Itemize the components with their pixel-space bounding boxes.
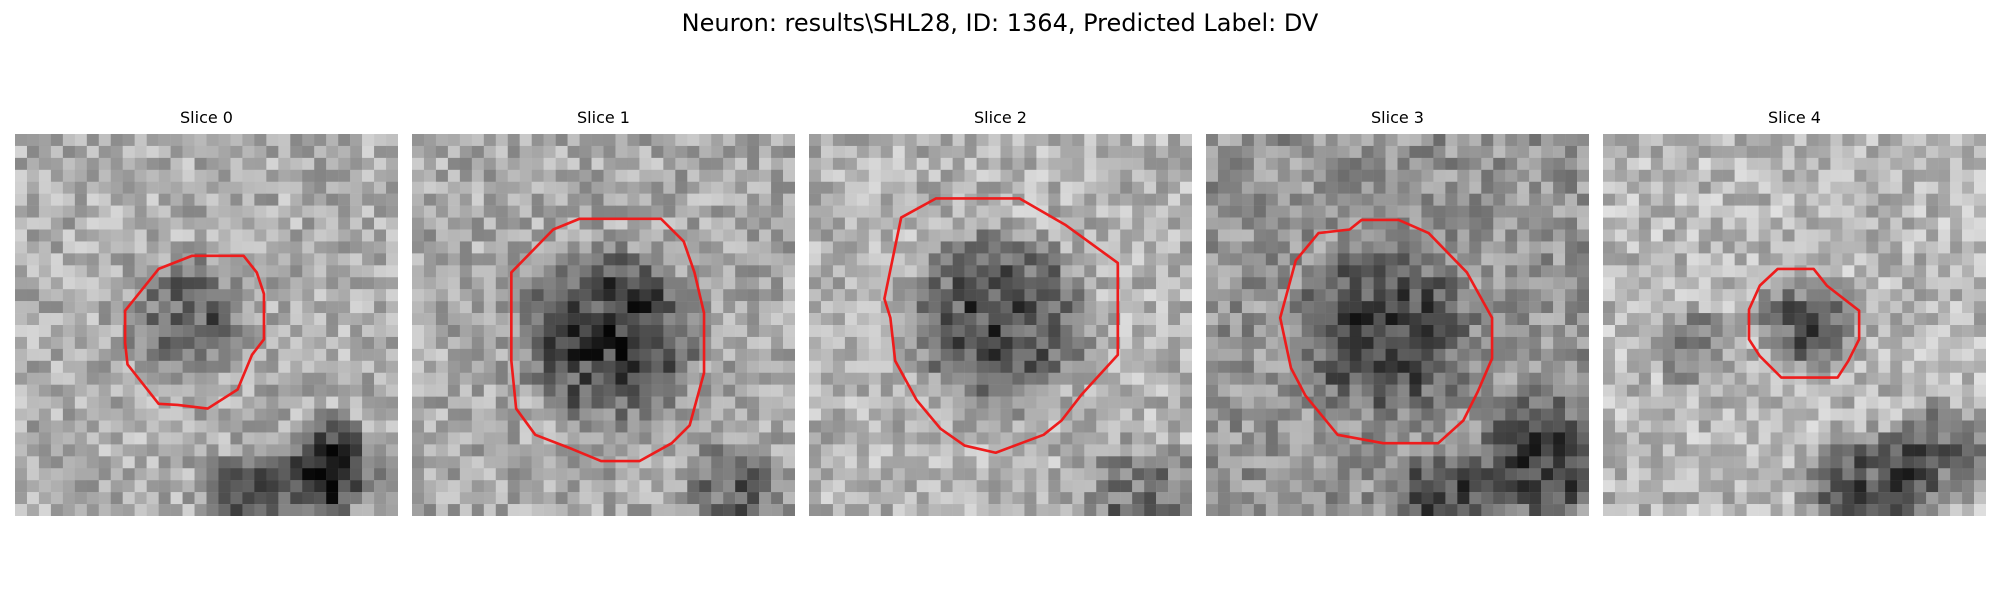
slice-pixels-0	[15, 134, 398, 516]
slice-image-4	[1603, 134, 1986, 516]
slice-pixels-3	[1206, 134, 1589, 516]
slice-contour-0	[123, 254, 266, 410]
slice-contour-1	[510, 217, 706, 463]
slice-contour-2	[883, 197, 1120, 455]
slice-title-4: Slice 4	[1768, 108, 1821, 127]
slice-panel-0: Slice 0	[15, 108, 398, 516]
slice-panel-4: Slice 4	[1603, 108, 1986, 516]
slice-pixels-1	[412, 134, 795, 516]
slice-image-3	[1206, 134, 1589, 516]
slice-contour-3	[1278, 218, 1494, 445]
slice-panel-1: Slice 1	[412, 108, 795, 516]
slice-panel-2: Slice 2	[809, 108, 1192, 516]
slice-title-1: Slice 1	[577, 108, 630, 127]
slice-title-0: Slice 0	[180, 108, 233, 127]
slice-contour-4	[1747, 267, 1861, 379]
slice-pixels-2	[809, 134, 1192, 516]
slice-title-2: Slice 2	[974, 108, 1027, 127]
slice-image-2	[809, 134, 1192, 516]
slice-panel-3: Slice 3	[1206, 108, 1589, 516]
figure-title: Neuron: results\SHL28, ID: 1364, Predict…	[681, 9, 1319, 37]
slice-image-1	[412, 134, 795, 516]
slice-image-0	[15, 134, 398, 516]
slice-pixels-4	[1603, 134, 1986, 516]
slice-title-3: Slice 3	[1371, 108, 1424, 127]
